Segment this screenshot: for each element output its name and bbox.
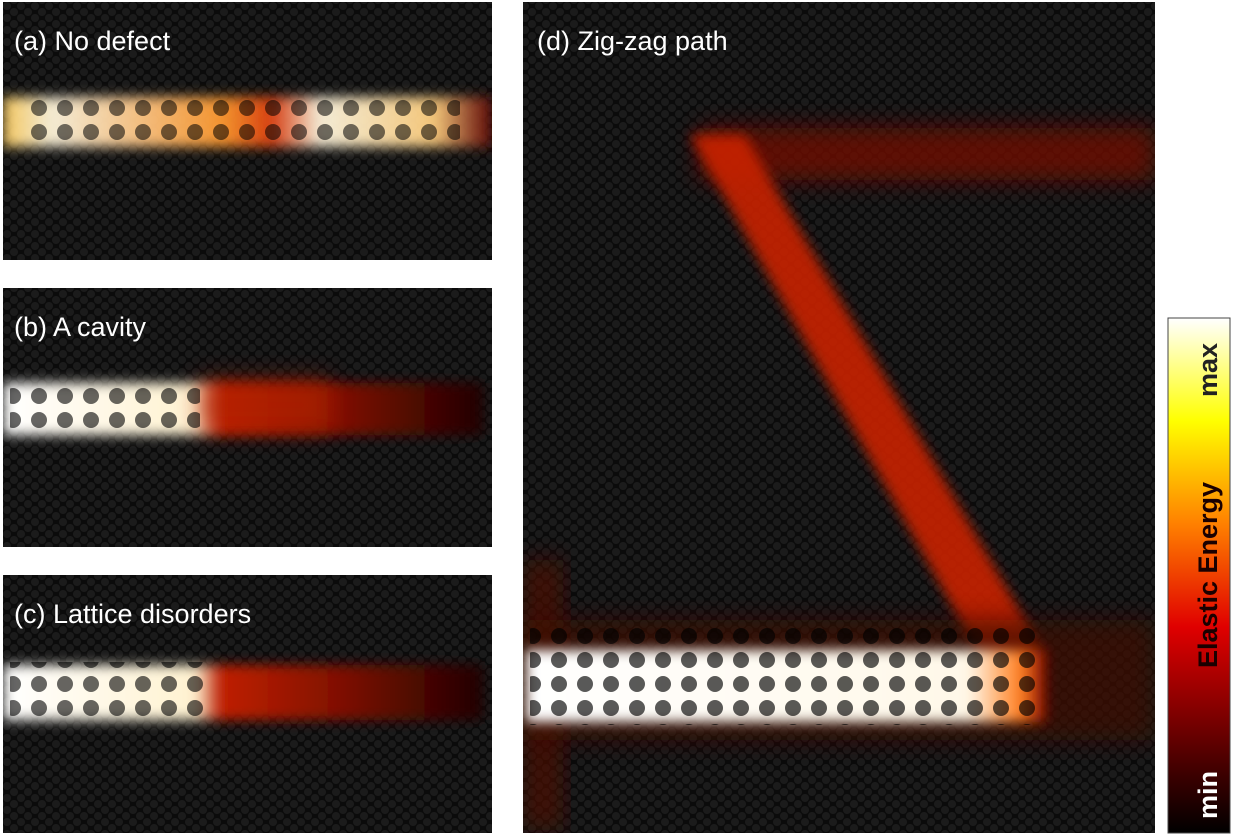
colorbar-max: max xyxy=(1193,343,1223,397)
panel-label: (d) Zig-zag path xyxy=(537,26,728,56)
colorbar: max Elastic Energy min xyxy=(1168,318,1230,833)
panel-c: (c) Lattice disorders xyxy=(3,575,492,833)
panel-a: (a) No defect xyxy=(3,2,492,260)
figure: (a) No defect (b) A cavity (c) Lattice d… xyxy=(0,0,1233,836)
panel-b: (b) A cavity xyxy=(3,288,492,547)
panel-label: (c) Lattice disorders xyxy=(14,599,251,629)
colorbar-min: min xyxy=(1193,771,1223,819)
panel-label: (a) No defect xyxy=(14,26,171,56)
colorbar-title: Elastic Energy xyxy=(1193,482,1223,668)
panel-d: (d) Zig-zag path xyxy=(523,2,1155,833)
panel-label: (b) A cavity xyxy=(14,312,147,342)
